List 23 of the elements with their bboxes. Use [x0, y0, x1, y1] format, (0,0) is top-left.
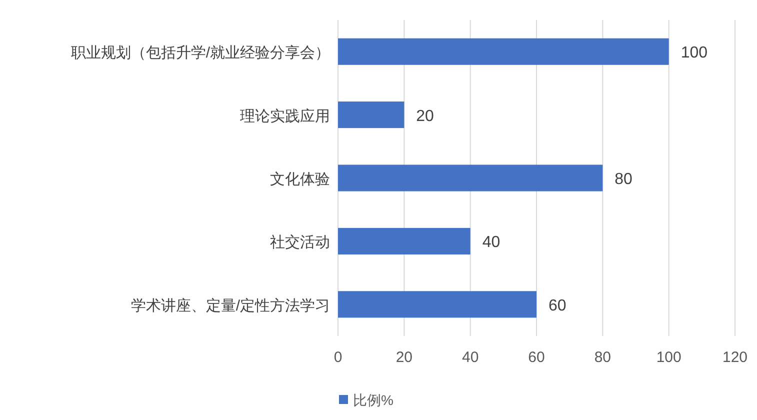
bar: [338, 102, 404, 128]
x-tick-label: 0: [334, 349, 342, 366]
legend-label: 比例%: [353, 392, 394, 408]
bar: [338, 38, 669, 65]
data-label: 60: [548, 297, 566, 314]
bar: [338, 291, 536, 318]
data-label: 40: [482, 234, 500, 252]
bar: [338, 164, 603, 192]
x-tick-label: 20: [396, 349, 413, 366]
data-label: 100: [680, 44, 708, 62]
y-tick-label: 文化体验: [270, 171, 330, 188]
x-tick-label: 80: [594, 349, 612, 366]
data-label: 20: [416, 108, 434, 125]
y-tick-label: 学术讲座、定量/定性方法学习: [130, 297, 330, 314]
x-tick-label: 40: [462, 349, 479, 366]
data-label: 80: [614, 171, 633, 188]
x-tick-label: 60: [528, 349, 545, 366]
x-tick-label: 100: [656, 349, 682, 366]
y-tick-label: 理论实践应用: [240, 108, 330, 125]
y-tick-label: 职业规划（包括升学/就业经验分享会）: [70, 44, 330, 62]
x-tick-label: 120: [722, 349, 748, 366]
y-tick-label: 社交活动: [270, 234, 330, 252]
bar: [338, 228, 470, 254]
